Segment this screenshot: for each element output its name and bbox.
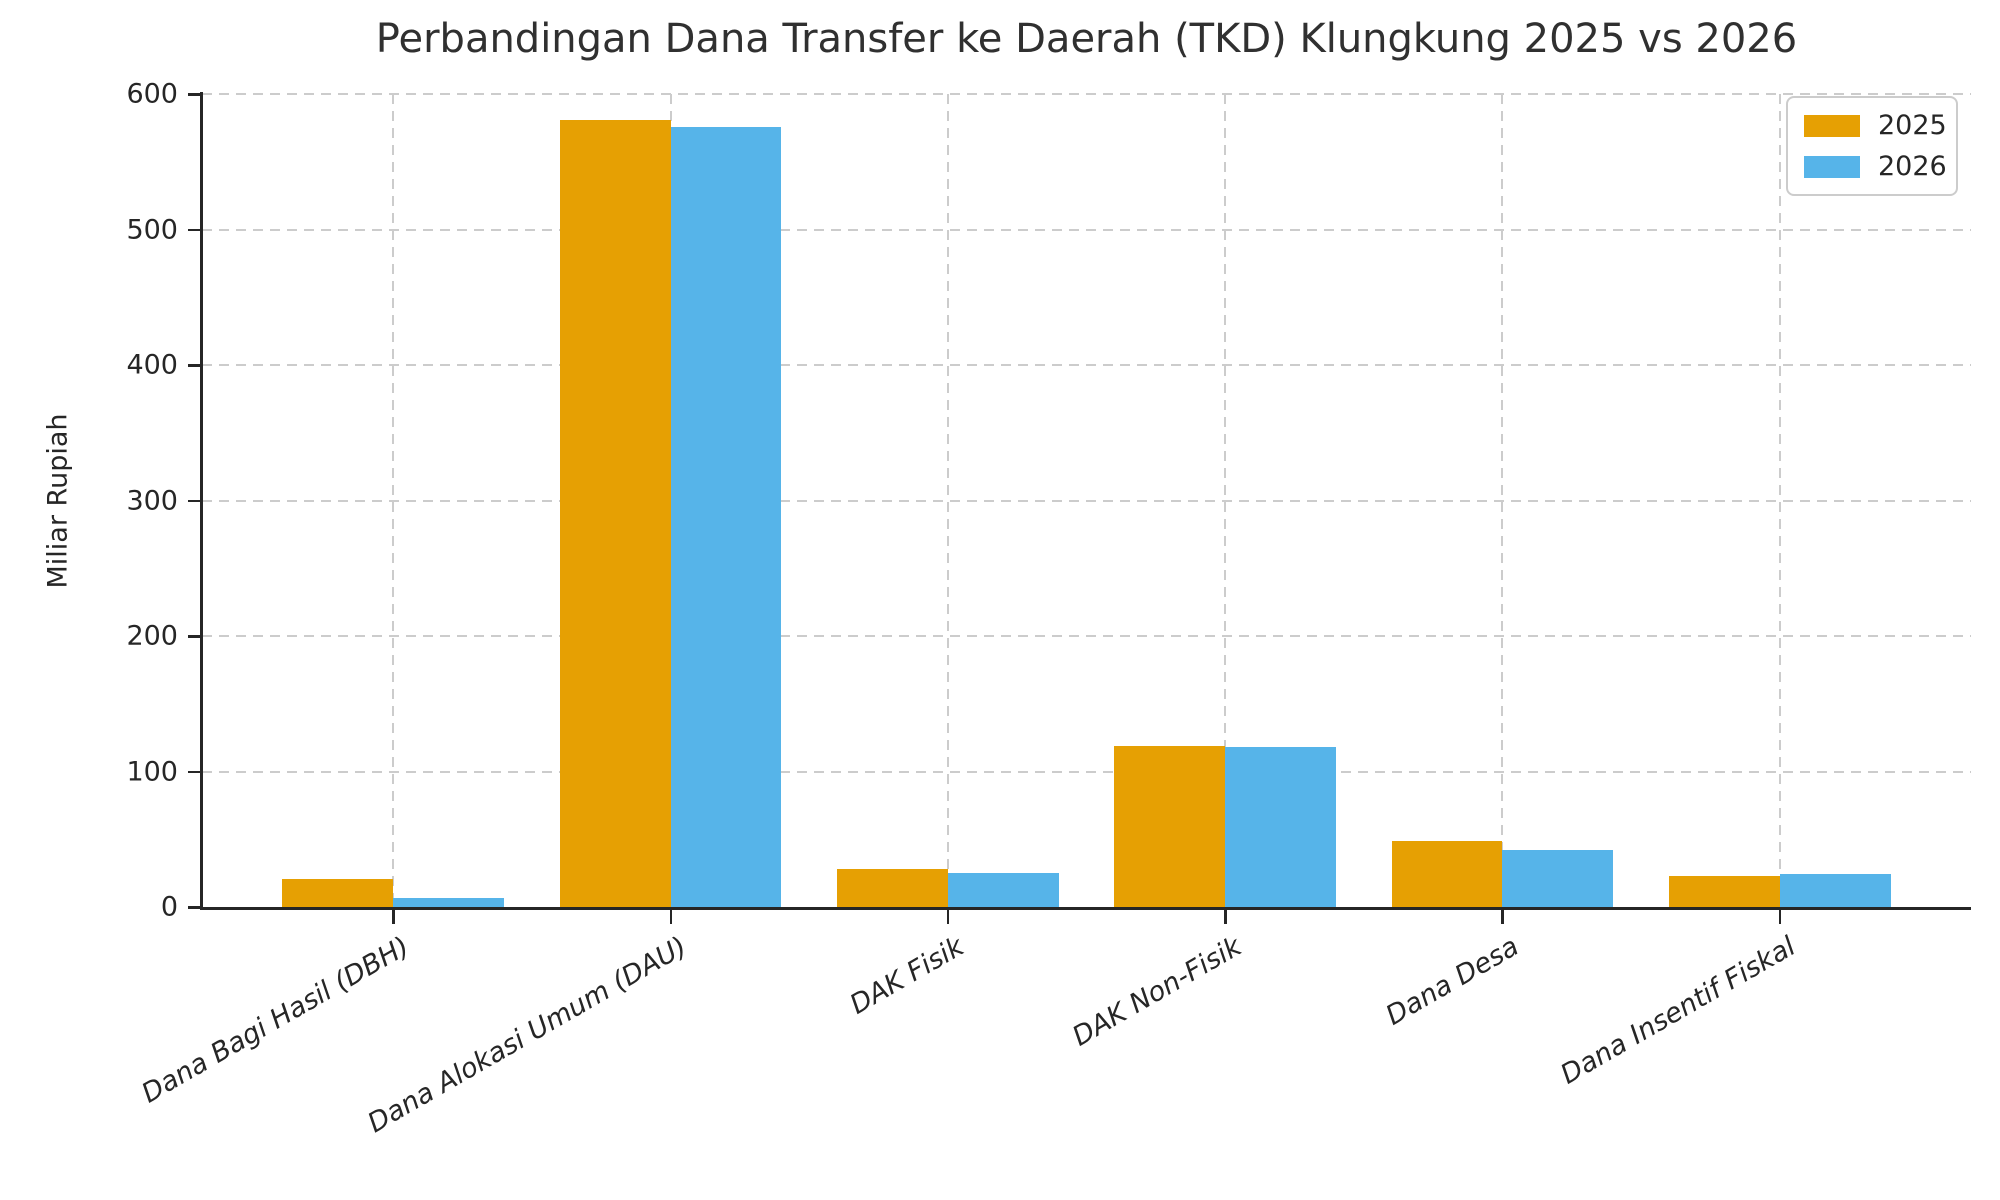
y-tick-label: 300: [126, 485, 178, 516]
bar-2025-dak-non-fisik: [1114, 745, 1226, 907]
y-tick-label: 600: [126, 78, 178, 110]
legend-item-2025: 2025: [1804, 112, 1947, 139]
x-tick-label-dana-desa: Dana Desa: [1380, 931, 1524, 1032]
y-tick-label: 0: [160, 891, 178, 923]
x-tick-label-dana-insentif-fiskal: Dana Insentif Fiskal: [1555, 931, 1802, 1091]
h-gridline-300: [202, 499, 1971, 502]
bar-2026-dana-desa: [1502, 850, 1614, 907]
y-tick-label: 200: [126, 620, 178, 652]
legend-swatch-2025: [1804, 114, 1860, 137]
x-tick-label-dak-non-fisik: DAK Non-Fisik: [1067, 931, 1247, 1053]
bar-2025-dana-bagi-hasil-dbh: [282, 878, 394, 907]
h-gridline-600: [202, 93, 1971, 95]
bar-2025-dana-desa: [1391, 840, 1503, 907]
legend-swatch-2026: [1804, 155, 1860, 178]
legend-label-2025: 2025: [1878, 110, 1947, 141]
legend-item-2026: 2026: [1804, 153, 1947, 180]
y-tick-mark-0: [188, 906, 202, 909]
bar-2025-dana-alokasi-umum-dau: [559, 119, 671, 907]
bar-2026-dak-non-fisik: [1225, 747, 1337, 907]
bar-2025-dak-fisik: [836, 869, 948, 907]
v-gridline-dak-fisik: [946, 94, 949, 907]
y-tick-mark-400: [188, 364, 202, 367]
x-tick-mark-dana-bagi-hasil-dbh: [392, 910, 395, 924]
bar-2025-dana-insentif-fiskal: [1668, 875, 1780, 907]
y-tick-mark-100: [188, 770, 202, 773]
y-tick-label: 400: [126, 349, 178, 381]
y-tick-mark-200: [188, 635, 202, 638]
x-tick-label-dana-alokasi-umum-dau: Dana Alokasi Umum (DAU): [362, 931, 693, 1140]
y-tick-mark-500: [188, 228, 202, 231]
bar-2026-dana-alokasi-umum-dau: [670, 126, 782, 907]
x-tick-mark-dana-alokasi-umum-dau: [669, 910, 673, 924]
legend-label-2026: 2026: [1878, 151, 1947, 182]
bar-2026-dak-fisik: [947, 873, 1059, 907]
y-tick-label: 500: [126, 214, 178, 245]
h-gridline-100: [202, 770, 1971, 773]
legend: 2025 2026: [1786, 96, 1958, 196]
x-tick-mark-dak-fisik: [946, 910, 950, 924]
x-tick-mark-dak-non-fisik: [1224, 910, 1227, 924]
y-tick-mark-600: [188, 93, 202, 96]
h-gridline-400: [202, 364, 1971, 366]
bar-2026-dana-bagi-hasil-dbh: [393, 897, 505, 907]
chart-title: Perbandingan Dana Transfer ke Daerah (TK…: [375, 16, 1798, 62]
v-gridline-dana-bagi-hasil-dbh: [392, 94, 395, 907]
v-gridline-dana-desa: [1501, 94, 1504, 907]
y-tick-mark-300: [188, 499, 202, 502]
h-gridline-200: [202, 635, 1971, 637]
plot-area: [202, 93, 1971, 907]
v-gridline-dak-non-fisik: [1224, 94, 1227, 907]
y-tick-label: 100: [126, 756, 178, 787]
bar-2026-dana-insentif-fiskal: [1779, 874, 1891, 907]
x-tick-mark-dana-insentif-fiskal: [1778, 910, 1782, 924]
x-axis-spine: [200, 907, 1971, 910]
x-tick-label-dak-fisik: DAK Fisik: [844, 931, 970, 1021]
x-tick-label-dana-bagi-hasil-dbh: Dana Bagi Hasil (DBH): [136, 931, 415, 1110]
v-gridline-dana-insentif-fiskal: [1778, 94, 1781, 907]
x-tick-mark-dana-desa: [1501, 910, 1504, 924]
h-gridline-500: [202, 228, 1971, 231]
